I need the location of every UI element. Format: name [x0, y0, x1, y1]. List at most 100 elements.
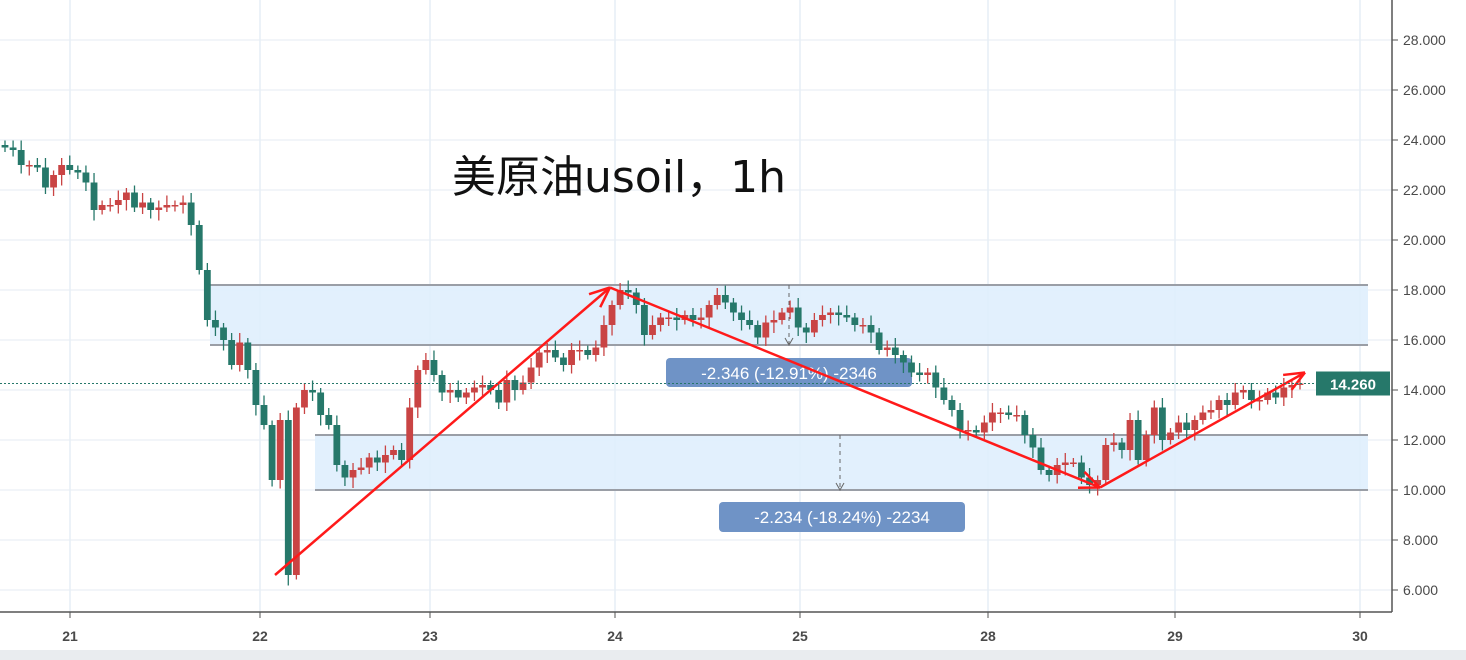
trend-arrowhead: [1083, 471, 1101, 489]
candle-body: [195, 225, 203, 270]
y-tick-label: 16.000: [1403, 332, 1446, 348]
measure-label-1-bg: [666, 358, 912, 387]
candle-body: [106, 205, 114, 207]
candle-body: [147, 202, 155, 210]
candle: [357, 458, 365, 475]
candle: [284, 410, 292, 586]
last-price-label: 14.260: [1330, 377, 1376, 394]
candle-body: [997, 412, 1004, 414]
candle: [641, 298, 648, 346]
candle-body: [292, 407, 300, 575]
candle: [471, 380, 478, 401]
trend-arrowhead: [1290, 371, 1306, 391]
y-tick-label: 6.000: [1403, 582, 1438, 598]
candle-body: [414, 370, 422, 408]
trend-line[interactable]: [609, 286, 1101, 489]
candle: [576, 340, 584, 361]
candle-body: [114, 200, 122, 205]
candle: [203, 263, 211, 327]
candle: [584, 345, 592, 360]
candle: [462, 388, 470, 404]
candle-body: [778, 312, 786, 320]
candle-body: [341, 465, 349, 478]
bottom-strip: [0, 650, 1466, 660]
candle: [778, 308, 786, 325]
candle-body: [82, 172, 90, 183]
candle-body: [503, 380, 511, 403]
candle-body: [730, 302, 737, 313]
candle-body: [487, 385, 495, 390]
candle: [980, 415, 988, 439]
candle: [657, 313, 664, 332]
candle: [1005, 405, 1013, 420]
candle-body: [511, 380, 519, 390]
candle: [875, 328, 883, 355]
candle-body: [560, 357, 567, 365]
y-tick-label: 8.000: [1403, 532, 1438, 548]
candle: [1086, 468, 1093, 494]
candle-body: [891, 347, 899, 355]
candle: [948, 395, 956, 417]
candle-body: [1037, 447, 1045, 470]
y-tick-label: 12.000: [1403, 432, 1446, 448]
candle-body: [794, 307, 802, 328]
candle: [1126, 413, 1134, 461]
candle: [1175, 415, 1182, 439]
trend-line[interactable]: [274, 286, 611, 576]
candle: [511, 375, 519, 401]
trend-line[interactable]: [1099, 371, 1306, 489]
candle-body: [705, 305, 713, 318]
candle: [212, 310, 219, 336]
candle-body: [373, 457, 381, 463]
candle-body: [1288, 385, 1296, 388]
trend-lines[interactable]: [274, 286, 1306, 576]
axes[interactable]: 6.000 8.000 10.000 12.000 14.000 16.000 18.000…: [0, 0, 1446, 644]
candle-body: [786, 307, 794, 313]
candle: [1069, 458, 1077, 467]
candle-body: [268, 425, 276, 480]
candle-body: [535, 352, 543, 368]
candle: [819, 305, 826, 327]
candle: [568, 343, 575, 374]
candle: [592, 340, 600, 362]
candle-body: [1215, 400, 1223, 410]
candle: [260, 395, 268, 430]
candle-body: [163, 205, 171, 208]
candle: [74, 165, 82, 179]
candle: [1239, 385, 1247, 399]
candle: [422, 353, 430, 375]
candle-body: [203, 270, 211, 320]
trend-arrowhead: [588, 286, 611, 296]
candle-body: [1021, 415, 1029, 435]
candle-body: [1069, 462, 1077, 464]
candle-body: [50, 175, 57, 188]
candle: [50, 170, 57, 196]
x-tick-label: 28: [980, 628, 996, 644]
candle: [1215, 395, 1223, 419]
candle-body: [859, 325, 867, 327]
candle: [365, 453, 373, 474]
candle: [406, 398, 414, 469]
candle-body: [430, 360, 438, 375]
candle: [195, 220, 203, 275]
candle-body: [17, 150, 25, 165]
candle: [851, 313, 859, 332]
candle-body: [592, 347, 600, 355]
candle: [551, 340, 559, 362]
candle: [414, 365, 422, 418]
candle: [430, 350, 438, 382]
candle-body: [875, 332, 883, 350]
candle-body: [624, 290, 632, 293]
candle-body: [657, 317, 664, 325]
candle-body: [179, 202, 187, 205]
candle-body: [357, 467, 365, 470]
candle: [649, 315, 656, 340]
y-tick-label: 24.000: [1403, 132, 1446, 148]
candle-body: [1029, 435, 1037, 448]
candle-body: [438, 375, 446, 393]
candle-body: [1280, 387, 1288, 398]
candle-body: [74, 170, 82, 173]
candle-body: [309, 390, 316, 393]
candle: [155, 200, 163, 221]
